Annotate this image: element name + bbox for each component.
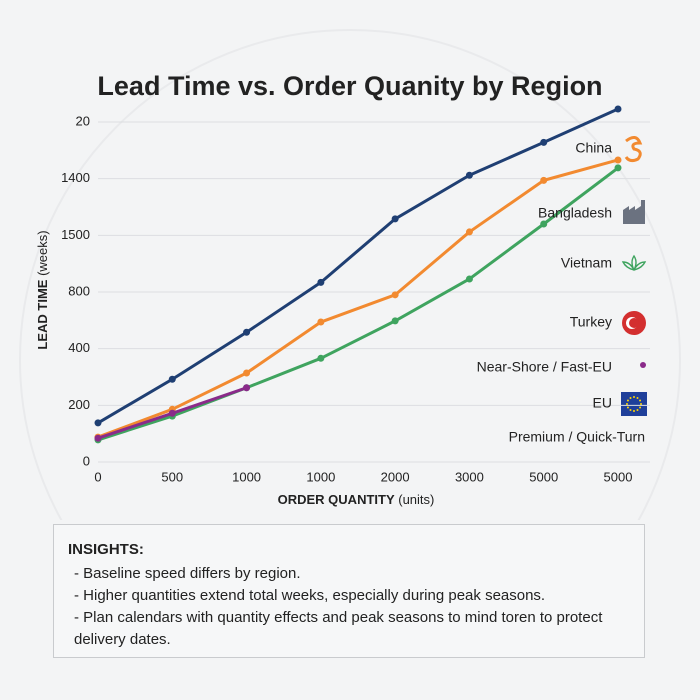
y-tick-label: 800 [68,283,90,298]
point [168,375,176,383]
x-tick-label: 3000 [455,469,484,484]
point [465,275,473,283]
icon [640,403,642,405]
y-tick-label: 1400 [61,170,90,185]
x-tick-label: 0 [94,469,101,484]
point [317,354,325,362]
icon [639,399,642,402]
icon [633,410,635,412]
x-tick-label: 5000 [529,469,558,484]
y-axis-label: LEAD TIME [35,279,50,349]
point [614,164,622,172]
y-tick-label: 400 [68,340,90,355]
point [243,328,251,336]
point [94,434,102,442]
legend-label: China [575,140,612,156]
icon [640,362,646,368]
y-tick-label: 0 [83,453,90,468]
point [317,278,325,286]
icon [636,396,639,399]
insight: - Plan calendars with quantity effects a… [74,609,603,648]
icon [633,396,635,398]
point [540,176,548,184]
icon [626,406,629,409]
icon [626,399,629,402]
insight: - Higher quantities extend total weeks, … [74,587,546,604]
insights-title: INSIGHTS: [68,541,144,558]
series-line [97,166,619,442]
icon [629,318,639,328]
point [317,318,325,326]
x-tick-label: 1000 [306,469,335,484]
x-tick-label: 500 [161,469,183,484]
chart: Lead Time vs. Order Quanity by Region LE… [19,29,681,520]
x-axis-label: ORDER QUANTITY [278,492,395,507]
x-tick-label: 5000 [604,469,633,484]
series-line [97,107,619,425]
point [540,138,548,146]
point [540,220,548,228]
insights-box: INSIGHTS: - Baseline speed differs by re… [53,524,645,658]
point [391,317,399,325]
icon [623,200,645,224]
y-axis-title: LEAD TIME (weeks) [35,230,50,349]
y-tick-label: 1500 [61,227,90,242]
icons [621,136,647,416]
icon [636,409,639,412]
legend-label: EU [593,395,612,411]
x-tick-label: 1000 [232,469,261,484]
legend-label: Premium / Quick-Turn [509,429,645,445]
icon [621,392,647,416]
chart-title: Lead Time vs. Order Quanity by Region [97,71,602,101]
point [243,369,251,377]
series-line [97,158,619,439]
y-tick-label: 200 [68,397,90,412]
legend-label: Bangladesh [538,205,612,221]
point [614,156,622,164]
point [243,384,251,392]
legend-label: Vietnam [561,255,612,271]
point [94,419,102,427]
insight: - Baseline speed differs by region. [74,565,301,582]
point [391,215,399,223]
point [614,105,622,113]
legend-label: Turkey [570,314,612,330]
icon [624,136,643,163]
point [168,409,176,417]
icon [639,406,642,409]
y-tick-label: 20 [76,113,90,128]
icon [621,254,647,271]
icon [629,396,632,399]
y-axis-unit: (weeks) [35,230,50,276]
x-axis-unit: (units) [398,492,434,507]
x-axis-title: ORDER QUANTITY (units) [278,492,435,507]
x-tick-label: 2000 [381,469,410,484]
point [391,291,399,299]
bg-decor [19,29,681,520]
icon [626,403,628,405]
point [465,171,473,179]
point [465,228,473,236]
icon [629,409,632,412]
legend-label: Near-Shore / Fast-EU [477,359,612,375]
